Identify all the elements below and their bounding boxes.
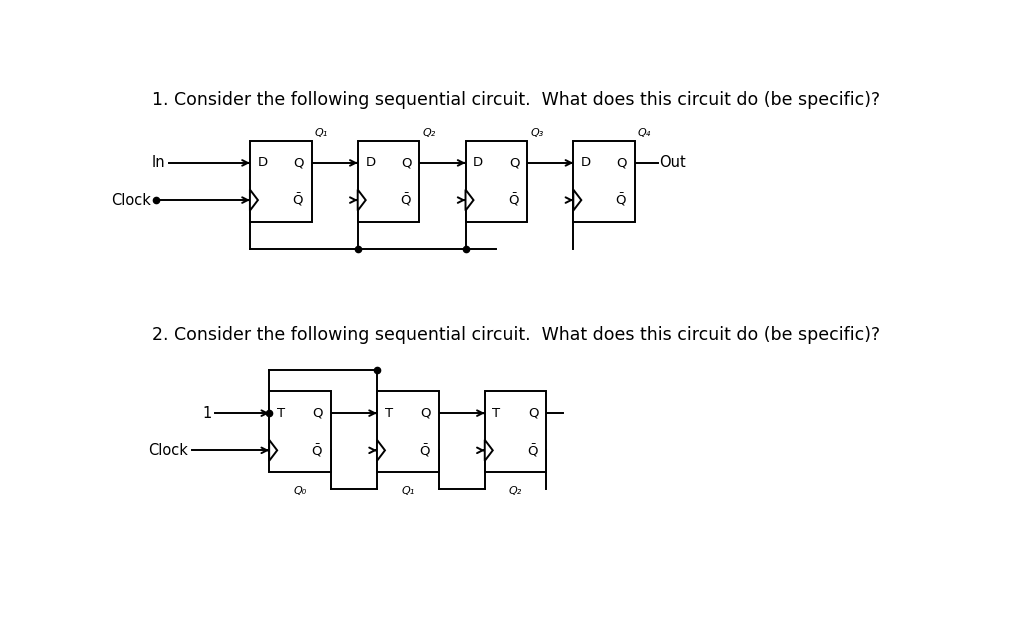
Text: D: D — [366, 156, 376, 169]
Text: $\bar{\mathrm{Q}}$: $\bar{\mathrm{Q}}$ — [419, 442, 431, 458]
Text: $\bar{\mathrm{Q}}$: $\bar{\mathrm{Q}}$ — [508, 192, 519, 208]
Bar — [466, 141, 527, 222]
Polygon shape — [269, 440, 278, 461]
Text: $\bar{\mathrm{Q}}$: $\bar{\mathrm{Q}}$ — [527, 442, 539, 458]
Polygon shape — [357, 190, 366, 211]
Bar — [357, 141, 419, 222]
Polygon shape — [466, 190, 473, 211]
Text: 1. Consider the following sequential circuit.  What does this circuit do (be spe: 1. Consider the following sequential cir… — [153, 91, 881, 109]
Text: In: In — [152, 156, 165, 170]
Text: Q: Q — [293, 156, 304, 169]
Text: Q: Q — [312, 406, 323, 420]
Bar — [269, 392, 331, 472]
Bar — [250, 141, 311, 222]
Text: Q: Q — [616, 156, 628, 169]
Text: Out: Out — [659, 156, 686, 170]
Text: $\bar{\mathrm{Q}}$: $\bar{\mathrm{Q}}$ — [292, 192, 304, 208]
Text: $\bar{\mathrm{Q}}$: $\bar{\mathrm{Q}}$ — [399, 192, 412, 208]
Text: T: T — [385, 406, 393, 420]
Text: Q: Q — [401, 156, 412, 169]
Text: Q₁: Q₁ — [314, 128, 328, 138]
Polygon shape — [377, 440, 385, 461]
Text: Q₂: Q₂ — [422, 128, 435, 138]
Polygon shape — [250, 190, 258, 211]
Text: $\bar{\mathrm{Q}}$: $\bar{\mathrm{Q}}$ — [615, 192, 628, 208]
Polygon shape — [484, 440, 493, 461]
Text: D: D — [473, 156, 483, 169]
Polygon shape — [573, 190, 582, 211]
Bar — [573, 141, 635, 222]
Text: D: D — [258, 156, 267, 169]
Text: Q₁: Q₁ — [401, 486, 415, 496]
Text: Q₃: Q₃ — [530, 128, 544, 138]
Text: 1: 1 — [202, 406, 211, 421]
Bar — [377, 392, 438, 472]
Text: Q: Q — [528, 406, 539, 420]
Text: Q₂: Q₂ — [509, 486, 522, 496]
Text: T: T — [493, 406, 501, 420]
Text: Clock: Clock — [112, 193, 152, 208]
Text: Q: Q — [421, 406, 431, 420]
Text: T: T — [276, 406, 285, 420]
Bar — [484, 392, 547, 472]
Text: Q₄: Q₄ — [638, 128, 651, 138]
Text: Q₀: Q₀ — [293, 486, 306, 496]
Text: Q: Q — [509, 156, 519, 169]
Text: Clock: Clock — [148, 443, 188, 458]
Text: D: D — [581, 156, 591, 169]
Text: $\bar{\mathrm{Q}}$: $\bar{\mathrm{Q}}$ — [311, 442, 323, 458]
Text: 2. Consider the following sequential circuit.  What does this circuit do (be spe: 2. Consider the following sequential cir… — [153, 326, 881, 344]
